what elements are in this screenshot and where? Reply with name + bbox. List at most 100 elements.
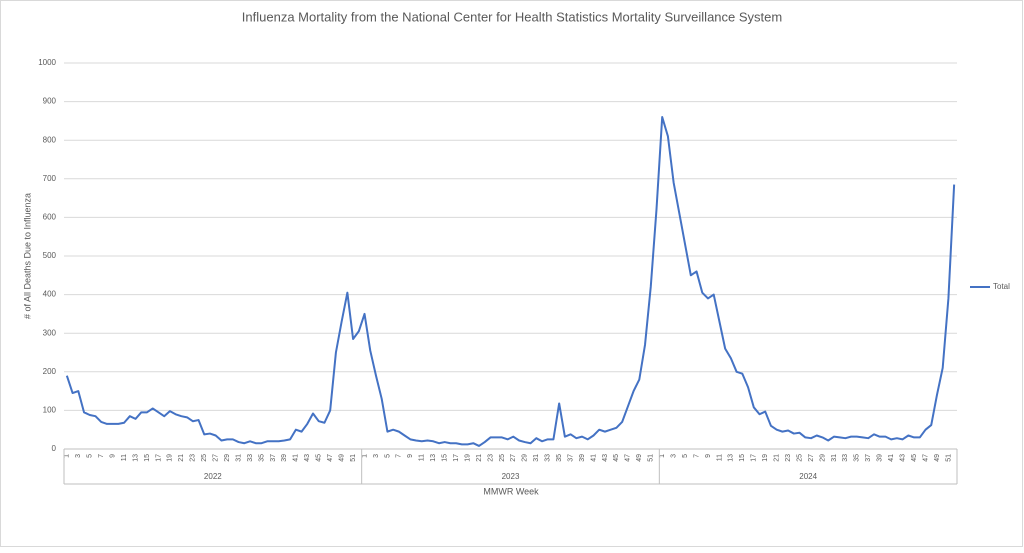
x-axis-title: MMWR Week [483,486,539,496]
x-group-label: 2022 [204,472,222,481]
x-tick-label: 7 [693,454,700,458]
data-line [65,116,956,447]
x-tick-label: 39 [877,454,884,462]
x-tick-label: 21 [476,454,483,462]
x-tick-label: 15 [442,454,449,462]
x-tick-label: 9 [407,454,414,458]
x-tick-label: 11 [716,454,723,461]
x-tick-label: 5 [87,454,94,458]
x-tick-label: 27 [213,454,220,462]
x-tick-label: 7 [98,454,105,458]
x-tick-label: 47 [327,454,334,462]
x-tick-label: 5 [384,454,391,458]
x-tick-label: 23 [190,454,197,462]
x-tick-label: 15 [739,454,746,462]
y-tick-label: 0 [52,444,57,453]
x-tick-label: 19 [464,454,471,462]
x-tick-label: 51 [648,454,655,462]
x-tick-label: 13 [430,454,437,462]
x-tick-label: 7 [396,454,403,458]
x-tick-label: 29 [522,454,529,462]
x-tick-label: 3 [670,454,677,458]
x-tick-label: 1 [64,454,71,458]
x-tick-label: 45 [911,454,918,462]
x-tick-label: 23 [785,454,792,462]
x-tick-label: 31 [533,454,540,462]
x-tick-label: 27 [510,454,517,462]
x-tick-label: 37 [567,454,574,462]
x-tick-label: 25 [201,454,208,462]
y-tick-label: 300 [43,328,57,337]
x-tick-label: 29 [224,454,231,462]
x-tick-label: 25 [796,454,803,462]
x-tick-label: 47 [625,454,632,462]
x-tick-label: 35 [258,454,265,462]
x-tick-label: 25 [499,454,506,462]
x-tick-label: 3 [373,454,380,458]
y-tick-label: 600 [43,213,57,222]
x-tick-label: 27 [808,454,815,462]
x-tick-label: 19 [167,454,174,462]
y-tick-label: 700 [43,174,57,183]
x-tick-label: 11 [419,454,426,461]
x-tick-label: 9 [705,454,712,458]
x-tick-label: 33 [842,454,849,462]
x-tick-label: 3 [75,454,82,458]
y-tick-label: 100 [43,406,57,415]
y-tick-label: 500 [43,251,57,260]
x-tick-label: 35 [854,454,861,462]
x-tick-label: 33 [545,454,552,462]
y-tick-label: 1000 [38,58,56,67]
x-tick-label: 41 [888,454,895,462]
x-tick-label: 49 [934,454,941,462]
x-tick-label: 39 [281,454,288,462]
x-tick-label: 47 [922,454,929,462]
x-tick-label: 1 [659,454,666,458]
x-tick-label: 51 [350,454,357,462]
x-tick-label: 49 [636,454,643,462]
x-tick-label: 31 [831,454,838,462]
x-tick-label: 21 [774,454,781,462]
chart-title: Influenza Mortality from the National Ce… [242,9,782,24]
x-tick-label: 33 [247,454,254,462]
x-tick-label: 15 [144,454,151,462]
x-tick-label: 49 [338,454,345,462]
x-tick-label: 45 [316,454,323,462]
x-tick-label: 37 [270,454,277,462]
x-tick-label: 29 [819,454,826,462]
y-axis-title: # of All Deaths Due to Influenza [22,193,32,319]
x-tick-label: 21 [178,454,185,462]
x-tick-label: 17 [751,454,758,462]
x-tick-label: 13 [132,454,139,462]
x-tick-label: 17 [155,454,162,462]
x-tick-label: 43 [304,454,311,462]
x-tick-label: 31 [235,454,242,462]
y-tick-label: 900 [43,97,57,106]
x-tick-label: 51 [945,454,952,462]
x-tick-label: 43 [899,454,906,462]
x-tick-label: 13 [728,454,735,462]
x-tick-label: 37 [865,454,872,462]
x-tick-label: 17 [453,454,460,462]
x-tick-label: 5 [682,454,689,458]
x-group-label: 2023 [502,472,520,481]
x-tick-label: 1 [361,454,368,458]
x-tick-label: 43 [602,454,609,462]
x-tick-label: 35 [556,454,563,462]
x-tick-label: 39 [579,454,586,462]
x-tick-label: 19 [762,454,769,462]
x-group-label: 2024 [799,472,817,481]
x-tick-label: 41 [590,454,597,462]
x-tick-label: 23 [487,454,494,462]
y-tick-label: 800 [43,135,57,144]
x-tick-label: 45 [613,454,620,462]
x-tick-label: 41 [293,454,300,462]
y-tick-label: 400 [43,290,57,299]
y-tick-label: 200 [43,367,57,376]
x-tick-label: 11 [121,454,128,461]
legend-label: Total [993,282,1010,291]
x-tick-label: 9 [110,454,117,458]
